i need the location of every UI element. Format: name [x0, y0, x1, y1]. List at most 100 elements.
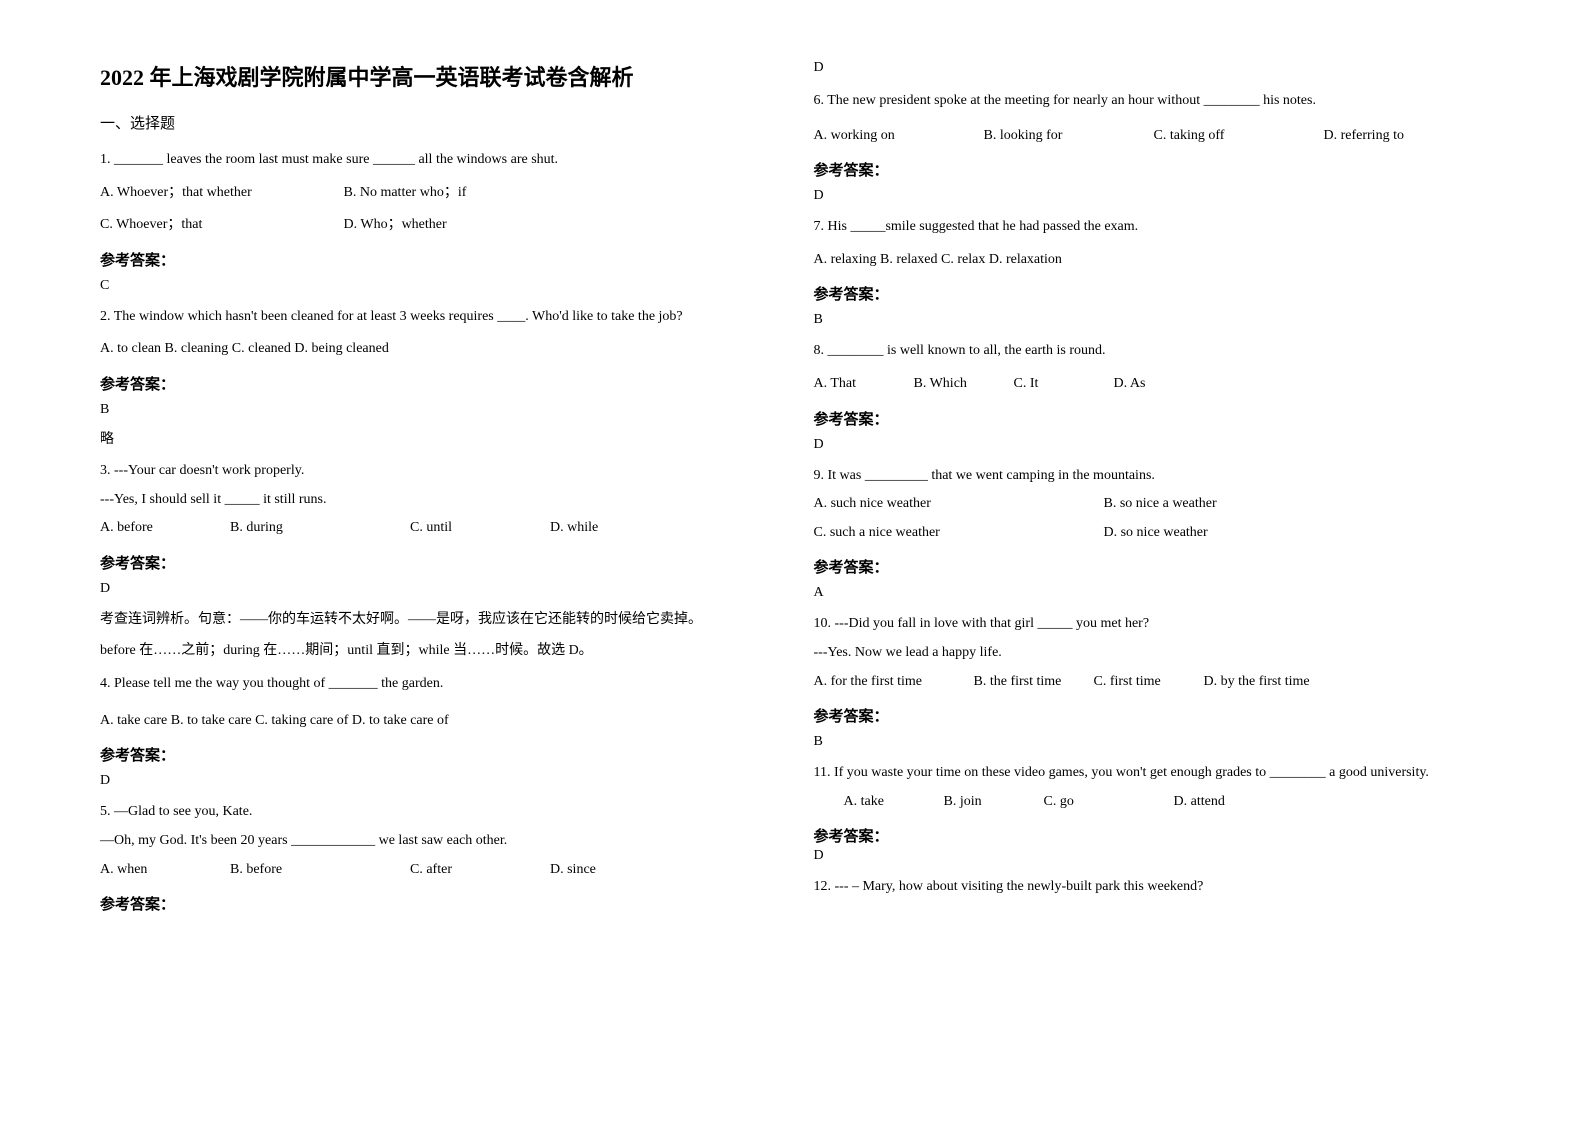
- q8-ans-label: 参考答案：: [814, 408, 1488, 429]
- question-2: 2. The window which hasn't been cleaned …: [100, 304, 774, 448]
- q3-a: A. before: [100, 515, 230, 542]
- question-10: 10. ---Did you fall in love with that gi…: [814, 611, 1488, 750]
- q5-b: B. before: [230, 857, 410, 884]
- q3-d: D. while: [550, 515, 598, 542]
- exam-title: 2022 年上海戏剧学院附属中学高一英语联考试卷含解析: [100, 60, 774, 92]
- q1-opts-row1: A. Whoever；that whether B. No matter who…: [100, 180, 774, 207]
- q1-opts-row2: C. Whoever；that D. Who；whether: [100, 212, 774, 239]
- q5-ans-label: 参考答案：: [100, 893, 774, 914]
- question-12: 12. --- – Mary, how about visiting the n…: [814, 874, 1488, 901]
- q9-d: D. so nice weather: [1104, 520, 1208, 547]
- q4-stem: 4. Please tell me the way you thought of…: [100, 671, 774, 698]
- q2-opts: A. to clean B. cleaning C. cleaned D. be…: [100, 336, 774, 363]
- q5-opts: A. when B. before C. after D. since: [100, 857, 774, 884]
- q9-b: B. so nice a weather: [1104, 491, 1217, 518]
- q11-ans: D: [814, 848, 1488, 864]
- q12-stem: 12. --- – Mary, how about visiting the n…: [814, 874, 1488, 901]
- q5-c: C. after: [410, 857, 550, 884]
- q8-c: C. It: [1014, 371, 1114, 398]
- q9-a: A. such nice weather: [814, 491, 1104, 518]
- q10-b: B. the first time: [974, 669, 1094, 696]
- q10-opts: A. for the first time B. the first time …: [814, 669, 1488, 696]
- q1-ans: C: [100, 278, 774, 294]
- q10-l1: 10. ---Did you fall in love with that gi…: [814, 611, 1488, 638]
- q7-ans-label: 参考答案：: [814, 283, 1488, 304]
- q1-b: B. No matter who；if: [344, 180, 467, 207]
- q3-opts: A. before B. during C. until D. while: [100, 515, 774, 542]
- q8-b: B. Which: [914, 371, 1014, 398]
- q5-d: D. since: [550, 857, 596, 884]
- q6-c: C. taking off: [1154, 123, 1324, 150]
- q4-ans-label: 参考答案：: [100, 744, 774, 765]
- q1-ans-label: 参考答案：: [100, 249, 774, 270]
- q11-opts: A. take B. join C. go D. attend: [844, 789, 1488, 816]
- q8-opts: A. That B. Which C. It D. As: [814, 371, 1488, 398]
- question-3: 3. ---Your car doesn't work properly. --…: [100, 458, 774, 663]
- q3-exp1: 考查连词辨析。句意：——你的车运转不太好啊。——是呀，我应该在它还能转的时候给它…: [100, 607, 774, 632]
- question-11: 11. If you waste your time on these vide…: [814, 760, 1488, 864]
- question-9: 9. It was _________ that we went camping…: [814, 463, 1488, 602]
- question-4: 4. Please tell me the way you thought of…: [100, 671, 774, 789]
- q5-l1: 5. —Glad to see you, Kate.: [100, 799, 774, 826]
- q3-ans: D: [100, 581, 774, 597]
- q3-exp2: before 在……之前；during 在……期间；until 直到；while…: [100, 638, 774, 663]
- q10-a: A. for the first time: [814, 669, 974, 696]
- q6-a: A. working on: [814, 123, 984, 150]
- q9-c: C. such a nice weather: [814, 520, 1104, 547]
- q11-l1: 11. If you waste your time on these vide…: [814, 760, 1488, 787]
- q10-c: C. first time: [1094, 669, 1204, 696]
- q8-a: A. That: [814, 371, 914, 398]
- q11-d: D. attend: [1174, 789, 1225, 816]
- q7-stem: 7. His _____smile suggested that he had …: [814, 214, 1488, 241]
- q6-stem: 6. The new president spoke at the meetin…: [814, 88, 1488, 115]
- q6-ans-label: 参考答案：: [814, 159, 1488, 180]
- q9-stem: 9. It was _________ that we went camping…: [814, 463, 1488, 490]
- q1-d: D. Who；whether: [344, 212, 447, 239]
- question-8: 8. ________ is well known to all, the ea…: [814, 338, 1488, 452]
- q5-a: A. when: [100, 857, 230, 884]
- q4-opts: A. take care B. to take care C. taking c…: [100, 708, 774, 735]
- q2-ans: B: [100, 402, 774, 418]
- q3-l1: 3. ---Your car doesn't work properly.: [100, 458, 774, 485]
- q6-opts: A. working on B. looking for C. taking o…: [814, 123, 1488, 150]
- q9-opts-row1: A. such nice weather B. so nice a weathe…: [814, 491, 1488, 518]
- q9-opts-row2: C. such a nice weather D. so nice weathe…: [814, 520, 1488, 547]
- q6-b: B. looking for: [984, 123, 1154, 150]
- q8-stem: 8. ________ is well known to all, the ea…: [814, 338, 1488, 365]
- q11-c: C. go: [1044, 789, 1174, 816]
- question-6: 6. The new president spoke at the meetin…: [814, 88, 1488, 204]
- q2-omit: 略: [100, 428, 774, 448]
- q6-d: D. referring to: [1324, 123, 1404, 150]
- q10-d: D. by the first time: [1204, 669, 1310, 696]
- left-column: 2022 年上海戏剧学院附属中学高一英语联考试卷含解析 一、选择题 1. ___…: [100, 60, 814, 922]
- q5-ans: D: [814, 60, 1488, 76]
- q1-stem: 1. _______ leaves the room last must mak…: [100, 147, 774, 174]
- section-header: 一、选择题: [100, 112, 774, 133]
- q8-d: D. As: [1114, 371, 1146, 398]
- q4-ans: D: [100, 773, 774, 789]
- q10-ans: B: [814, 734, 1488, 750]
- q11-b: B. join: [944, 789, 1044, 816]
- q2-ans-label: 参考答案：: [100, 373, 774, 394]
- q9-ans-label: 参考答案：: [814, 556, 1488, 577]
- q1-a: A. Whoever；that whether: [100, 180, 340, 207]
- q2-stem: 2. The window which hasn't been cleaned …: [100, 304, 774, 331]
- q7-ans: B: [814, 312, 1488, 328]
- q5-l2: —Oh, my God. It's been 20 years ________…: [100, 828, 774, 855]
- q7-opts: A. relaxing B. relaxed C. relax D. relax…: [814, 247, 1488, 274]
- q3-l2: ---Yes, I should sell it _____ it still …: [100, 487, 774, 514]
- q1-c: C. Whoever；that: [100, 212, 340, 239]
- page: 2022 年上海戏剧学院附属中学高一英语联考试卷含解析 一、选择题 1. ___…: [0, 0, 1587, 962]
- q3-b: B. during: [230, 515, 410, 542]
- right-column: D 6. The new president spoke at the meet…: [814, 60, 1528, 922]
- q11-a: A. take: [844, 789, 944, 816]
- q10-l2: ---Yes. Now we lead a happy life.: [814, 640, 1488, 667]
- q8-ans: D: [814, 437, 1488, 453]
- question-5: 5. —Glad to see you, Kate. —Oh, my God. …: [100, 799, 774, 914]
- q10-ans-label: 参考答案：: [814, 705, 1488, 726]
- q9-ans: A: [814, 585, 1488, 601]
- q3-ans-label: 参考答案：: [100, 552, 774, 573]
- question-7: 7. His _____smile suggested that he had …: [814, 214, 1488, 328]
- q11-ans-label: 参考答案：: [814, 825, 1488, 846]
- q6-ans: D: [814, 188, 1488, 204]
